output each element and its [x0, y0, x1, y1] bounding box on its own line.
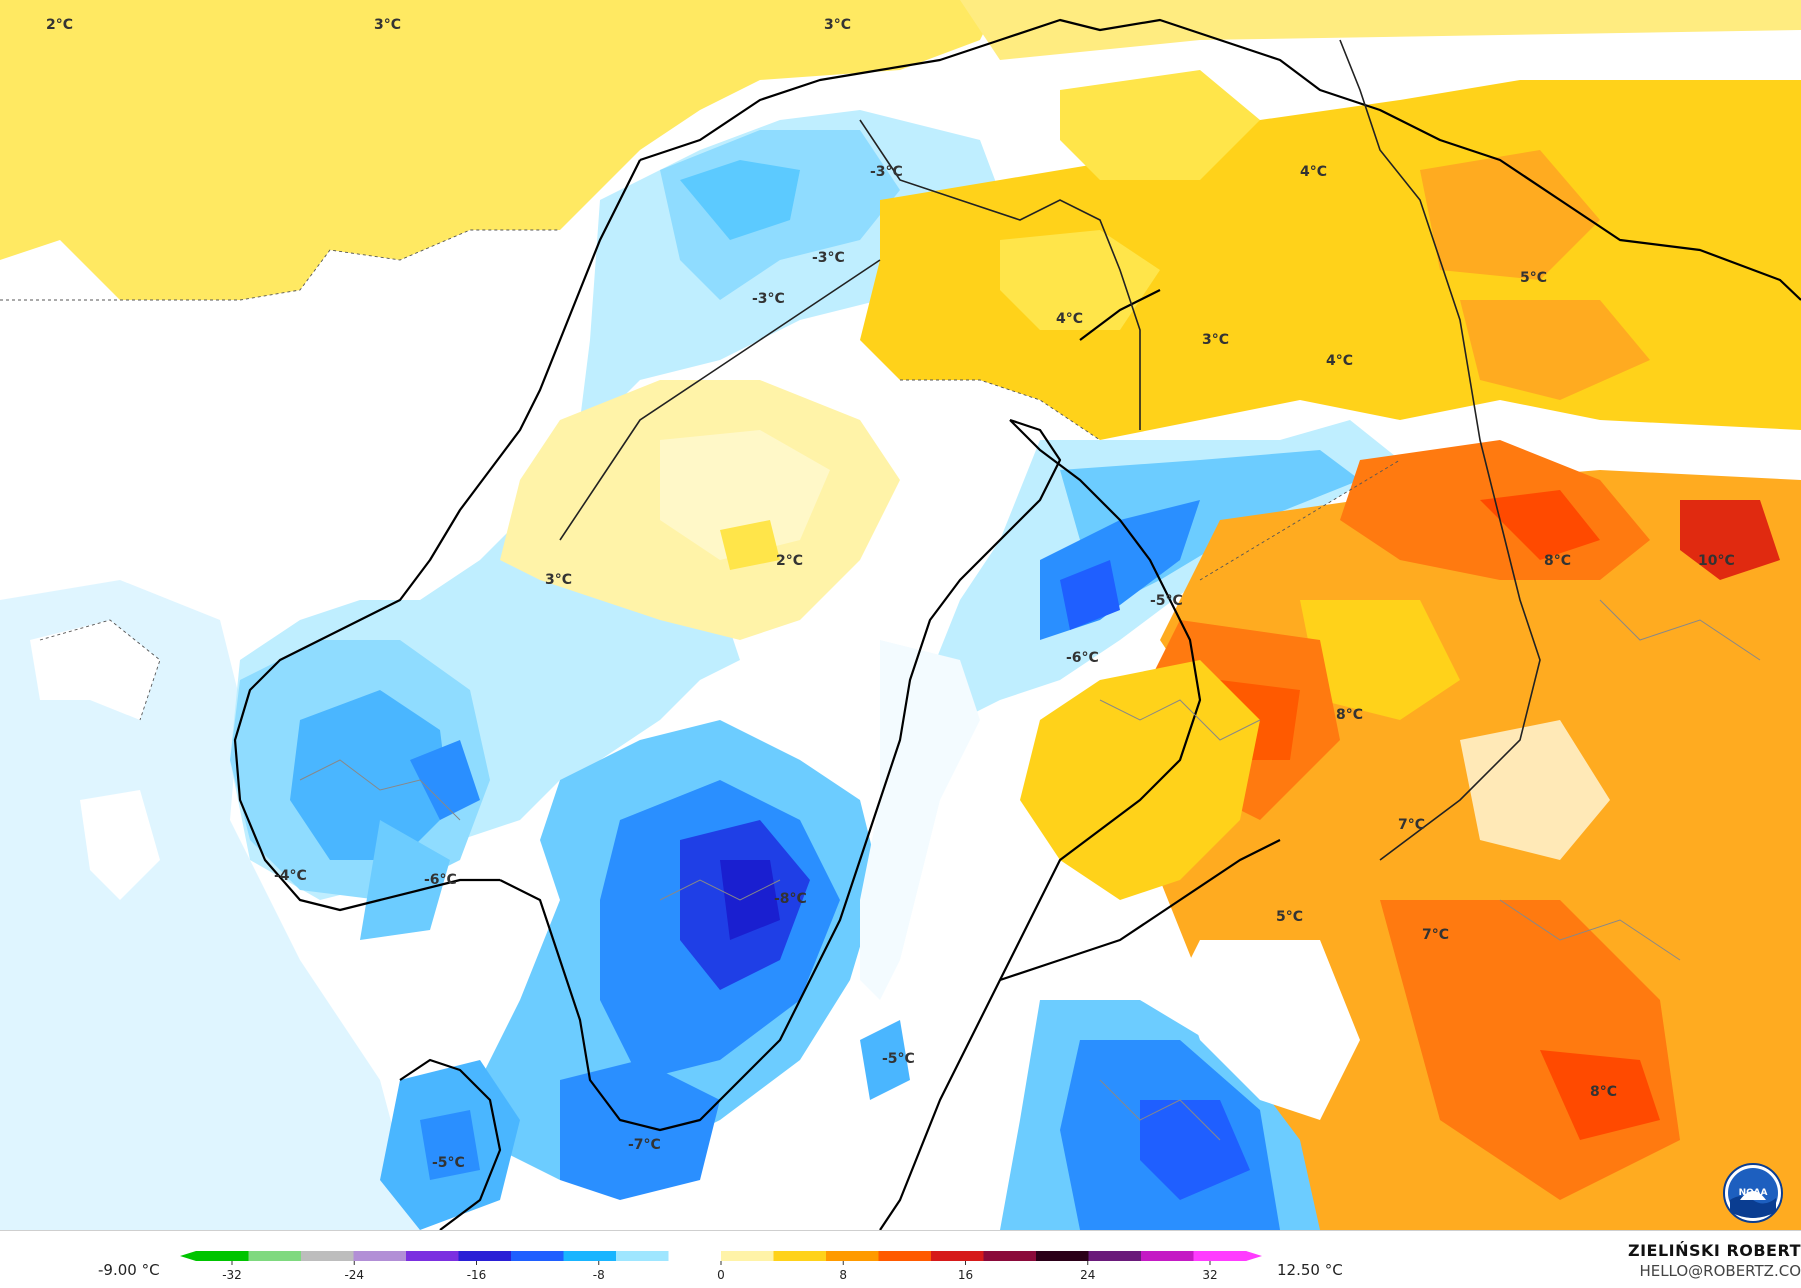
temp-label: -5°C [882, 1051, 915, 1067]
temp-label: 3°C [1202, 332, 1229, 348]
scale-tick-label: 0 [717, 1268, 725, 1282]
scale-segment [826, 1251, 879, 1261]
legend-min-label: -9.00 °C [98, 1261, 160, 1279]
scale-segment [721, 1251, 774, 1261]
scale-segment [931, 1251, 984, 1261]
scale-arrow-right [1246, 1251, 1262, 1261]
scale-tick-label: 24 [1080, 1268, 1095, 1282]
color-scale-bar: -32 -24 -16 -8 0 8 16 24 32 [180, 1251, 1262, 1282]
scale-segment [458, 1251, 512, 1261]
scale-segment [301, 1251, 354, 1261]
scale-segment [1193, 1251, 1247, 1261]
scale-tick-label: 16 [958, 1268, 973, 1282]
temp-label: 10°C [1698, 553, 1735, 569]
scale-tick-label: -16 [467, 1268, 487, 1282]
scale-segment [668, 1251, 722, 1261]
legend-max-label: 12.50 °C [1277, 1261, 1343, 1279]
temp-label: 4°C [1056, 311, 1083, 327]
temp-label: -6°C [424, 872, 457, 888]
temp-label: 8°C [1336, 707, 1363, 723]
temp-label: 7°C [1422, 927, 1449, 943]
scale-tick-label: -8 [593, 1268, 605, 1282]
scale-segment [406, 1251, 459, 1261]
scale-segment [773, 1251, 827, 1261]
scale-tick-label: -32 [222, 1268, 242, 1282]
temp-label: -3°C [812, 250, 845, 266]
scale-segment [563, 1251, 617, 1261]
legend-footer: -9.00 °C -32 -24 -16 -8 0 8 16 24 32 12.50 °C ZI… [0, 1230, 1801, 1288]
temp-label: 3°C [824, 17, 851, 33]
temperature-labels: 2°C 3°C 3°C -3°C -3°C -3°C 4°C 4°C 3°C 4… [46, 17, 1735, 1171]
map-canvas: 2°C 3°C 3°C -3°C -3°C -3°C 4°C 4°C 3°C 4… [0, 0, 1801, 1230]
temp-label: -3°C [870, 164, 903, 180]
scale-segment [511, 1251, 564, 1261]
author-email: HELLO@ROBERTZ.CO [1639, 1262, 1801, 1280]
temp-label: -7°C [628, 1137, 661, 1153]
scale-tick-label: 32 [1202, 1268, 1217, 1282]
temp-label: 2°C [46, 17, 73, 33]
temp-label: 8°C [1590, 1084, 1617, 1100]
temp-label: 4°C [1326, 353, 1353, 369]
temp-label: 3°C [374, 17, 401, 33]
noaa-logo-text: NOAA [1739, 1188, 1768, 1198]
temp-label: -6°C [1066, 650, 1099, 666]
scale-segment [353, 1251, 407, 1261]
author-name: ZIELIŃSKI ROBERT [1627, 1241, 1801, 1260]
scale-segment [1036, 1251, 1089, 1261]
scale-segment [1141, 1251, 1194, 1261]
scale-tick-label: 8 [839, 1268, 847, 1282]
temp-label: 5°C [1520, 270, 1547, 286]
temp-label: 4°C [1300, 164, 1327, 180]
temp-label: -4°C [274, 868, 307, 884]
scale-segment [616, 1251, 669, 1261]
temp-label: -5°C [1150, 593, 1183, 609]
temp-label: 5°C [1276, 909, 1303, 925]
temp-label: 3°C [545, 572, 572, 588]
temp-label: 7°C [1398, 817, 1425, 833]
scale-arrow-left [180, 1251, 196, 1261]
temp-label: 8°C [1544, 553, 1571, 569]
scale-segment [196, 1251, 249, 1261]
scale-segment [983, 1251, 1037, 1261]
temp-label: 2°C [776, 553, 803, 569]
author-credit: ZIELIŃSKI ROBERT HELLO@ROBERTZ.CO [1628, 1241, 1801, 1280]
scale-tick-label: -24 [344, 1268, 364, 1282]
noaa-logo: NOAA [1723, 1163, 1783, 1223]
scale-segment [248, 1251, 302, 1261]
temp-label: -3°C [752, 291, 785, 307]
temperature-anomaly-map: 2°C 3°C 3°C -3°C -3°C -3°C 4°C 4°C 3°C 4… [0, 0, 1801, 1230]
scale-segment [878, 1251, 932, 1261]
temp-label: -5°C [432, 1155, 465, 1171]
scale-segment [1088, 1251, 1142, 1261]
temp-label: -8°C [774, 891, 807, 907]
